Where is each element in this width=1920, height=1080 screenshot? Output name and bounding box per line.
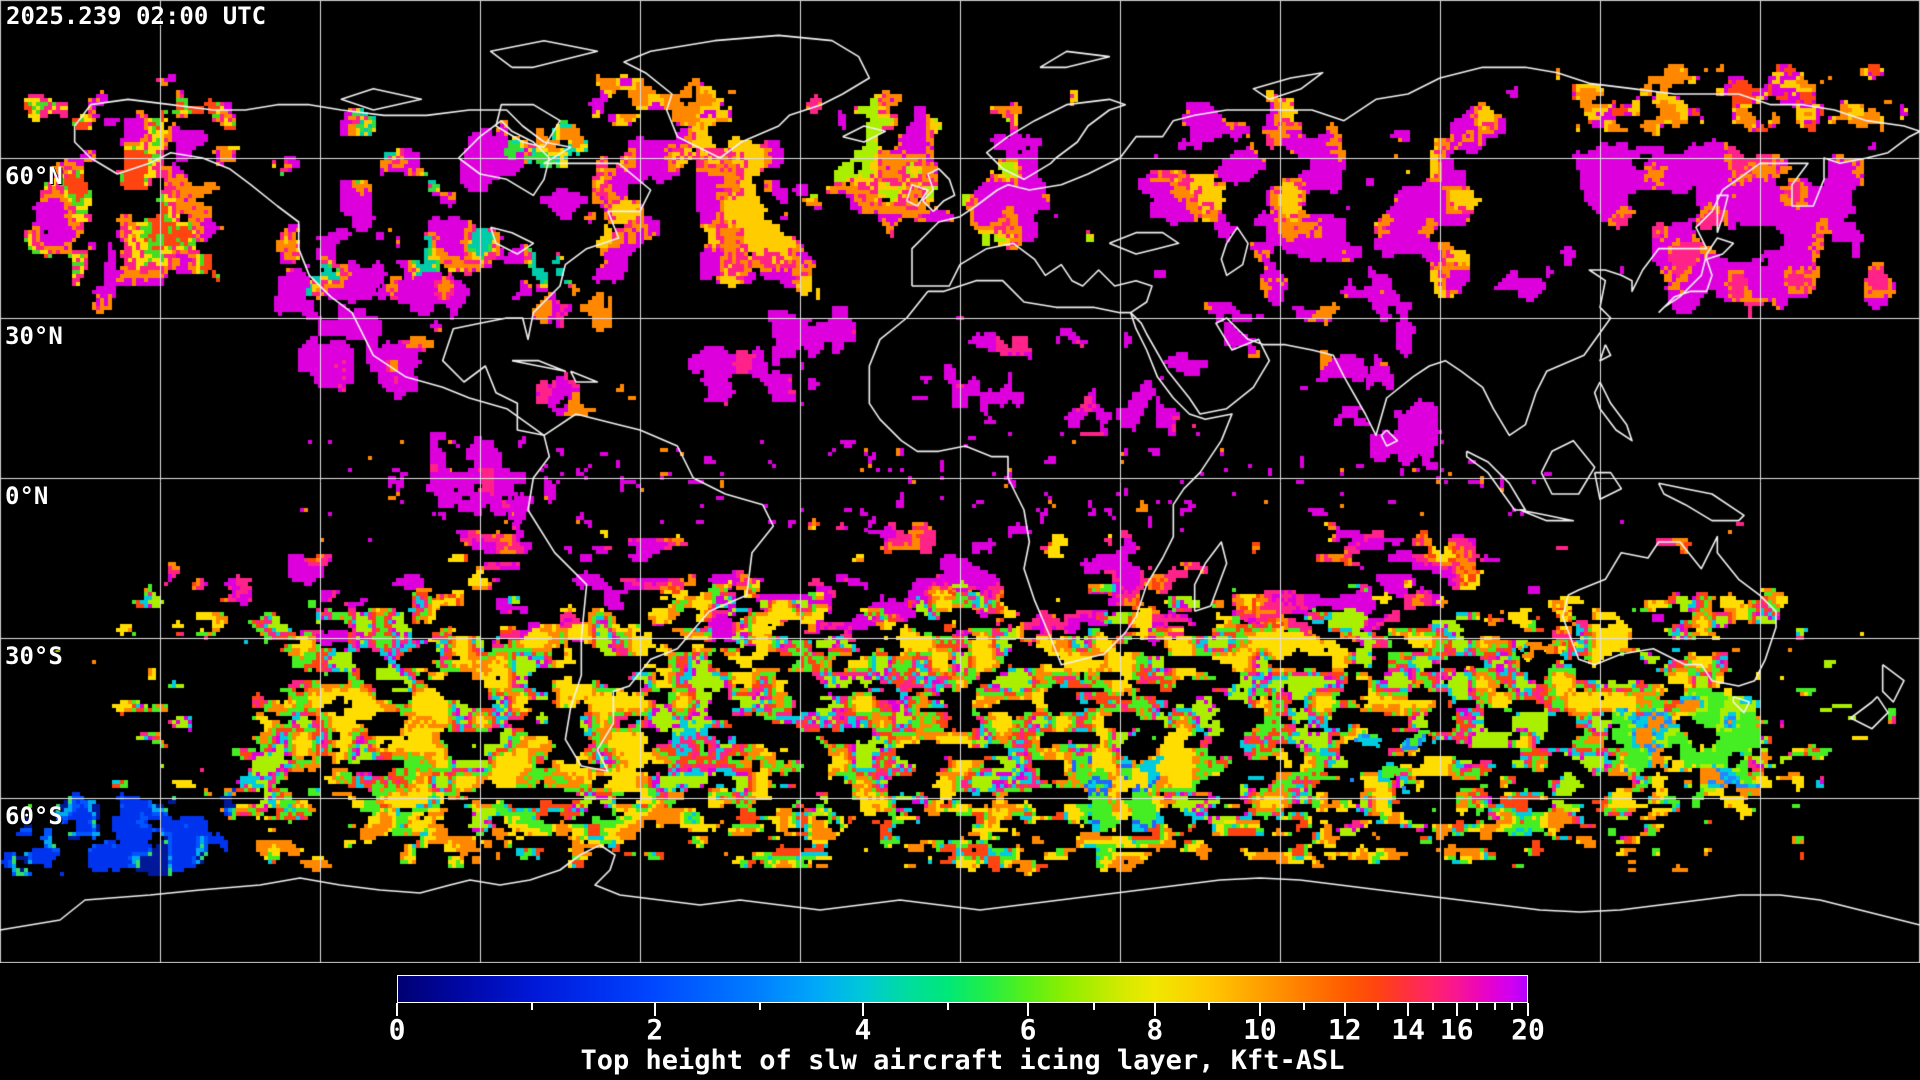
colorbar-minor-tick — [530, 1003, 533, 1010]
colorbar-tick-label: 2 — [646, 1013, 664, 1046]
colorbar-tick-label: 14 — [1391, 1013, 1425, 1046]
colorbar-tick-label: 0 — [388, 1013, 406, 1046]
colorbar-minor-tick — [1511, 1003, 1514, 1010]
colorbar-major-tick — [1258, 1003, 1261, 1016]
colorbar-major-tick — [1455, 1003, 1458, 1016]
colorbar-tick-label: 8 — [1146, 1013, 1164, 1046]
colorbar-minor-tick — [946, 1003, 949, 1010]
colorbar-minor-tick — [1208, 1003, 1211, 1010]
colorbar-minor-tick — [1431, 1003, 1434, 1010]
lat-label: 0°N — [5, 482, 49, 510]
colorbar-caption: Top height of slw aircraft icing layer, … — [580, 1045, 1345, 1076]
lat-label: 30°S — [5, 642, 63, 670]
colorbar-tick-label: 4 — [854, 1013, 872, 1046]
colorbar-major-tick — [1153, 1003, 1156, 1016]
timestamp-label: 2025.239 02:00 UTC — [6, 2, 267, 30]
colorbar-minor-tick — [759, 1003, 762, 1010]
colorbar-tick-label: 6 — [1019, 1013, 1037, 1046]
colorbar-tick-label: 10 — [1243, 1013, 1277, 1046]
colorbar-major-tick — [1027, 1003, 1030, 1016]
colorbar-minor-tick — [1494, 1003, 1497, 1010]
lat-label: 60°N — [5, 162, 63, 190]
colorbar-major-tick — [861, 1003, 864, 1016]
colorbar-minor-tick — [1376, 1003, 1379, 1010]
colorbar-minor-tick — [1092, 1003, 1095, 1010]
world-map-canvas — [0, 0, 1920, 963]
colorbar-major-tick — [1527, 1003, 1529, 1016]
colorbar-tick-label: 16 — [1439, 1013, 1474, 1046]
colorbar-major-tick — [1407, 1003, 1410, 1016]
colorbar-minor-tick — [1303, 1003, 1306, 1010]
colorbar-major-tick — [1343, 1003, 1346, 1016]
lat-label: 30°N — [5, 322, 63, 350]
colorbar-minor-tick — [1476, 1003, 1479, 1010]
colorbar-gradient — [397, 975, 1528, 1003]
colorbar-major-tick — [396, 1003, 398, 1016]
colorbar-major-tick — [653, 1003, 656, 1016]
colorbar-tick-label: 20 — [1511, 1013, 1545, 1046]
lat-label: 60°S — [5, 802, 63, 830]
colorbar-tick-label: 12 — [1327, 1013, 1362, 1046]
